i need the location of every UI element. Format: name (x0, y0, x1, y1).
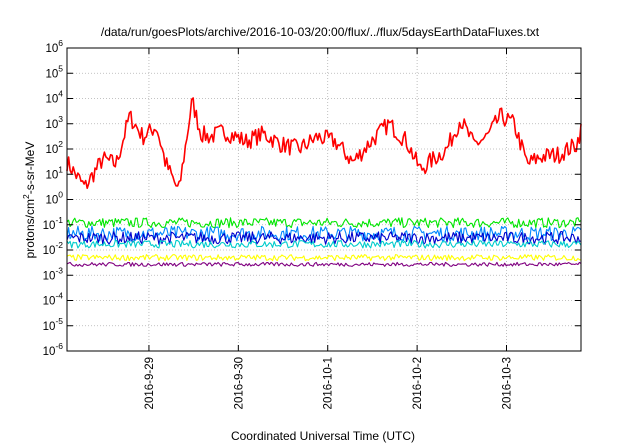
series-line-6 (66, 254, 582, 262)
x-tick-label: 2016-10-2 (412, 357, 424, 409)
y-tick-labels: 106 105 104 103 102 101 100 10-1 10-2 10-3 10-4 10-… (43, 38, 581, 358)
y-tick-label: 10-2 (43, 240, 64, 257)
plot-frame (66, 47, 582, 352)
x-tick-labels: 2016-9-29 2016-9-30 2016-10-1 2016-10-2 2016… (144, 48, 514, 409)
y-tick-label: 102 (45, 139, 63, 156)
series-line-5 (66, 239, 582, 249)
y-tick-label: 103 (45, 114, 63, 131)
y-tick-label: 10-1 (43, 215, 64, 232)
y-tick-label: 10-3 (43, 265, 64, 282)
y-tick-label: 105 (45, 63, 63, 80)
series-layer (66, 97, 582, 267)
x-tick-label: 2016-10-1 (323, 357, 335, 409)
series-line-3 (66, 225, 582, 242)
series-line-2 (66, 217, 582, 229)
x-tick-label: 2016-9-29 (144, 357, 156, 409)
chart-title: /data/run/goesPlots/archive/2016-10-03/2… (101, 25, 540, 39)
y-axis-label: protons/cm2-s-sr-MeV (21, 142, 37, 259)
x-axis-label: Coordinated Universal Time (UTC) (231, 429, 415, 443)
y-tick-label: 10-5 (43, 316, 64, 333)
x-tick-label: 2016-10-3 (502, 357, 514, 409)
x-tick-label: 2016-9-30 (233, 357, 245, 409)
series-line-7 (66, 261, 582, 267)
series-line-1 (66, 97, 582, 189)
y-tick-label: 100 (45, 190, 63, 207)
y-tick-label: 106 (45, 38, 63, 55)
series-line-4 (66, 231, 582, 245)
y-tick-label: 10-6 (43, 341, 64, 358)
y-tick-label: 101 (45, 164, 63, 181)
grid (67, 48, 581, 351)
y-tick-label: 104 (45, 89, 63, 106)
y-tick-label: 10-4 (43, 291, 64, 308)
